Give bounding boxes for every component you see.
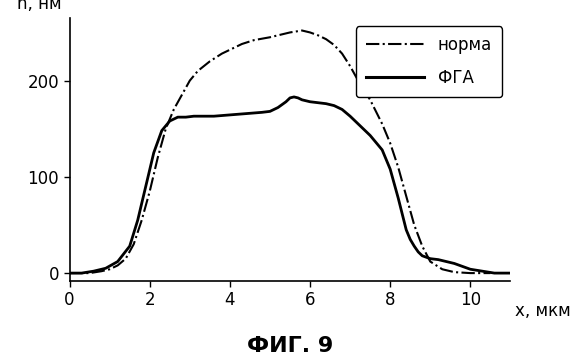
норма <box>367 98 374 102</box>
Legend: норма, ФГА: норма, ФГА <box>356 26 502 97</box>
ФГА <box>507 271 514 275</box>
норма <box>395 165 402 169</box>
норма <box>74 271 81 275</box>
норма <box>411 223 418 227</box>
норма <box>194 69 201 73</box>
норма <box>206 59 213 63</box>
норма <box>162 127 169 131</box>
норма <box>339 51 346 56</box>
норма <box>331 43 338 47</box>
норма <box>106 267 113 271</box>
норма <box>86 271 93 275</box>
ФГА <box>347 114 354 118</box>
норма <box>238 42 245 46</box>
норма <box>178 93 185 97</box>
норма <box>66 271 73 275</box>
ФГА <box>114 260 121 264</box>
ФГА <box>467 267 474 271</box>
норма <box>266 35 273 39</box>
норма <box>439 267 446 271</box>
норма <box>467 271 474 275</box>
норма <box>379 122 386 126</box>
норма <box>354 78 361 83</box>
норма <box>130 242 137 246</box>
норма <box>251 38 258 42</box>
Text: h, нм: h, нм <box>17 0 61 13</box>
норма <box>186 78 193 83</box>
норма <box>403 194 409 198</box>
норма <box>299 28 306 33</box>
ФГА <box>291 95 298 99</box>
норма <box>287 30 293 35</box>
норма <box>154 156 161 160</box>
норма <box>219 51 226 56</box>
норма <box>114 263 121 267</box>
норма <box>98 269 105 273</box>
Text: x, мкм: x, мкм <box>515 302 571 320</box>
норма <box>419 244 426 248</box>
Line: ФГА: ФГА <box>70 97 510 273</box>
норма <box>226 48 233 52</box>
норма <box>487 271 494 275</box>
Text: ФИГ. 9: ФИГ. 9 <box>247 336 333 356</box>
норма <box>387 141 394 145</box>
норма <box>427 260 434 264</box>
норма <box>171 107 177 112</box>
норма <box>314 33 321 37</box>
норма <box>274 33 281 37</box>
ФГА <box>295 96 302 100</box>
норма <box>122 256 129 261</box>
ФГА <box>66 271 73 275</box>
Line: норма: норма <box>70 31 490 273</box>
норма <box>138 218 145 222</box>
норма <box>322 37 329 41</box>
ФГА <box>246 111 253 116</box>
норма <box>307 30 314 35</box>
норма <box>146 189 153 193</box>
ФГА <box>367 133 374 138</box>
норма <box>347 64 354 68</box>
норма <box>451 270 458 274</box>
